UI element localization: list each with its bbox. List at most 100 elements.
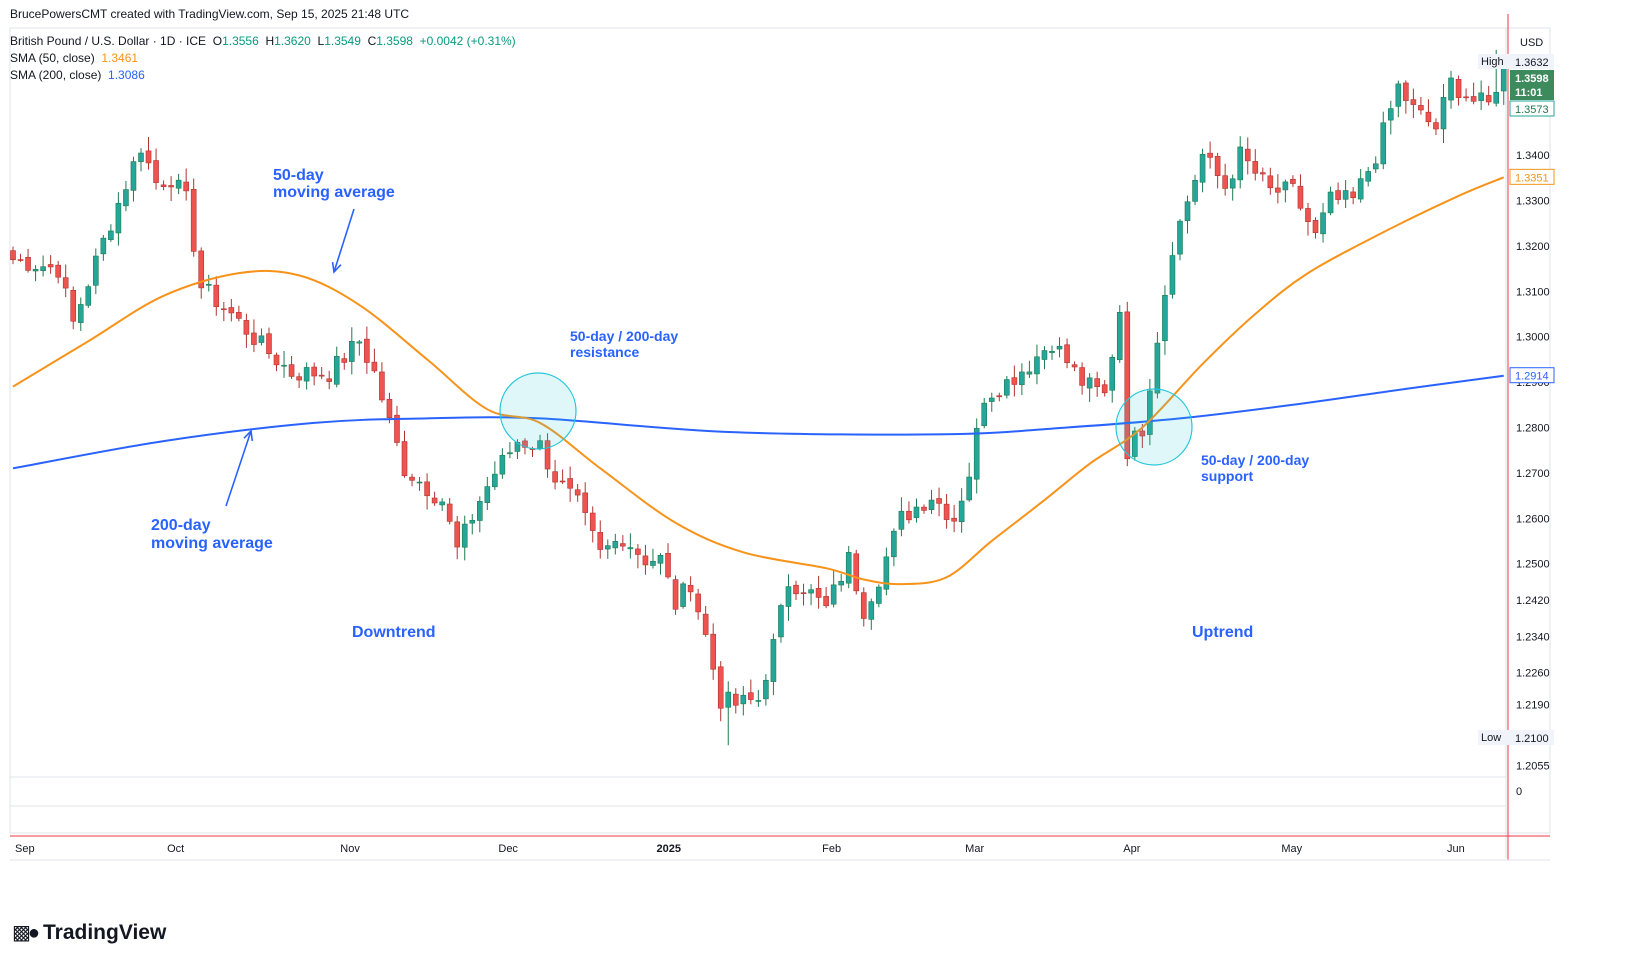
legend-high-label: H bbox=[265, 34, 275, 48]
y-tick-label: 1.2055 bbox=[1516, 761, 1550, 773]
candle-body bbox=[47, 264, 54, 268]
candle bbox=[778, 603, 784, 643]
candle bbox=[371, 348, 378, 373]
candle-body bbox=[461, 523, 468, 548]
candle-body bbox=[1034, 356, 1040, 375]
candle-body bbox=[898, 510, 905, 530]
y-tick-label: 1.3300 bbox=[1516, 195, 1550, 207]
candle bbox=[93, 248, 99, 295]
candle bbox=[311, 362, 317, 386]
candle-body bbox=[770, 639, 777, 682]
chart-credit: BrucePowersCMT created with TradingView.… bbox=[10, 7, 410, 21]
candle-body bbox=[100, 237, 107, 255]
candle-body bbox=[1297, 185, 1304, 209]
candle-body bbox=[1312, 220, 1319, 233]
candle bbox=[1064, 338, 1070, 369]
candle-body bbox=[145, 150, 152, 164]
candle bbox=[868, 598, 875, 630]
candle bbox=[1041, 346, 1048, 370]
candle-body bbox=[612, 541, 619, 549]
candle bbox=[108, 224, 114, 242]
candle-body bbox=[1154, 342, 1161, 394]
candle bbox=[1267, 167, 1274, 195]
candle-body bbox=[891, 530, 897, 558]
candle bbox=[830, 570, 837, 608]
y-tick-label: 1.2420 bbox=[1516, 595, 1550, 607]
candle bbox=[228, 298, 235, 322]
candle bbox=[1207, 141, 1213, 169]
candle-body bbox=[379, 371, 385, 401]
x-tick-label: Nov bbox=[340, 843, 360, 855]
candle-body bbox=[725, 691, 732, 708]
legend-low-label: L bbox=[317, 34, 325, 48]
legend-sma200-value: 1.3086 bbox=[108, 68, 145, 82]
candle-body bbox=[868, 601, 875, 620]
candle bbox=[785, 574, 792, 621]
candle bbox=[1275, 174, 1281, 204]
candle-body bbox=[1109, 357, 1116, 391]
legend-close-label: C bbox=[367, 34, 377, 48]
candle-body bbox=[123, 189, 129, 207]
candle-body bbox=[1237, 146, 1244, 181]
candle bbox=[665, 543, 671, 579]
candle-body bbox=[386, 398, 393, 418]
candle bbox=[198, 247, 205, 299]
candle-body bbox=[1455, 79, 1462, 98]
candle bbox=[424, 473, 430, 510]
candle bbox=[650, 548, 656, 569]
badge-high-text: 1.3632 bbox=[1515, 57, 1549, 69]
candle-body bbox=[1192, 180, 1198, 202]
candle-body bbox=[876, 586, 882, 604]
candle bbox=[906, 501, 912, 524]
tradingview-logo-icon: ▩● bbox=[12, 922, 40, 944]
candle bbox=[303, 362, 310, 390]
candle bbox=[266, 327, 272, 359]
candle bbox=[32, 265, 39, 282]
candle bbox=[1184, 195, 1191, 234]
candle bbox=[1320, 203, 1326, 243]
candle bbox=[251, 319, 257, 353]
candle bbox=[1260, 167, 1266, 182]
candle-body bbox=[838, 580, 844, 586]
candle bbox=[1335, 182, 1341, 205]
candle-body bbox=[1372, 163, 1379, 170]
annotation-uptrend: Uptrend bbox=[1192, 624, 1253, 641]
candle bbox=[168, 176, 174, 202]
candle bbox=[815, 575, 822, 609]
candle-body bbox=[93, 255, 99, 286]
candle bbox=[183, 168, 189, 201]
candle-body bbox=[815, 588, 822, 598]
candle bbox=[431, 491, 438, 506]
candle bbox=[1433, 118, 1439, 136]
candle bbox=[243, 313, 250, 348]
candle-body bbox=[1252, 161, 1259, 174]
candle-body bbox=[808, 589, 814, 594]
candle-body bbox=[243, 320, 250, 335]
candle-body bbox=[371, 361, 378, 372]
candle bbox=[582, 482, 588, 526]
candle-body bbox=[349, 341, 355, 362]
candle-body bbox=[785, 586, 792, 607]
annotation-downtrend: Downtrend bbox=[352, 624, 436, 641]
candle-body bbox=[635, 548, 641, 555]
candle bbox=[559, 469, 566, 484]
candle-body bbox=[1440, 97, 1447, 130]
candle-body bbox=[1011, 377, 1018, 385]
annotation-support-line: 50-day / 200-day bbox=[1201, 452, 1309, 468]
x-tick-label: Dec bbox=[498, 843, 518, 855]
candle bbox=[416, 476, 423, 491]
candle-body bbox=[484, 486, 491, 503]
candle bbox=[973, 418, 980, 494]
candle bbox=[1116, 305, 1123, 363]
candle bbox=[898, 497, 905, 537]
candle bbox=[657, 553, 664, 575]
candle-body bbox=[70, 290, 77, 322]
candle bbox=[1297, 174, 1304, 211]
candle-body bbox=[913, 506, 920, 518]
tradingview-logo: ▩● TradingView bbox=[12, 920, 166, 945]
candle bbox=[318, 367, 325, 380]
candle bbox=[1056, 337, 1063, 358]
candle-body bbox=[236, 312, 242, 319]
candle bbox=[1463, 88, 1469, 102]
